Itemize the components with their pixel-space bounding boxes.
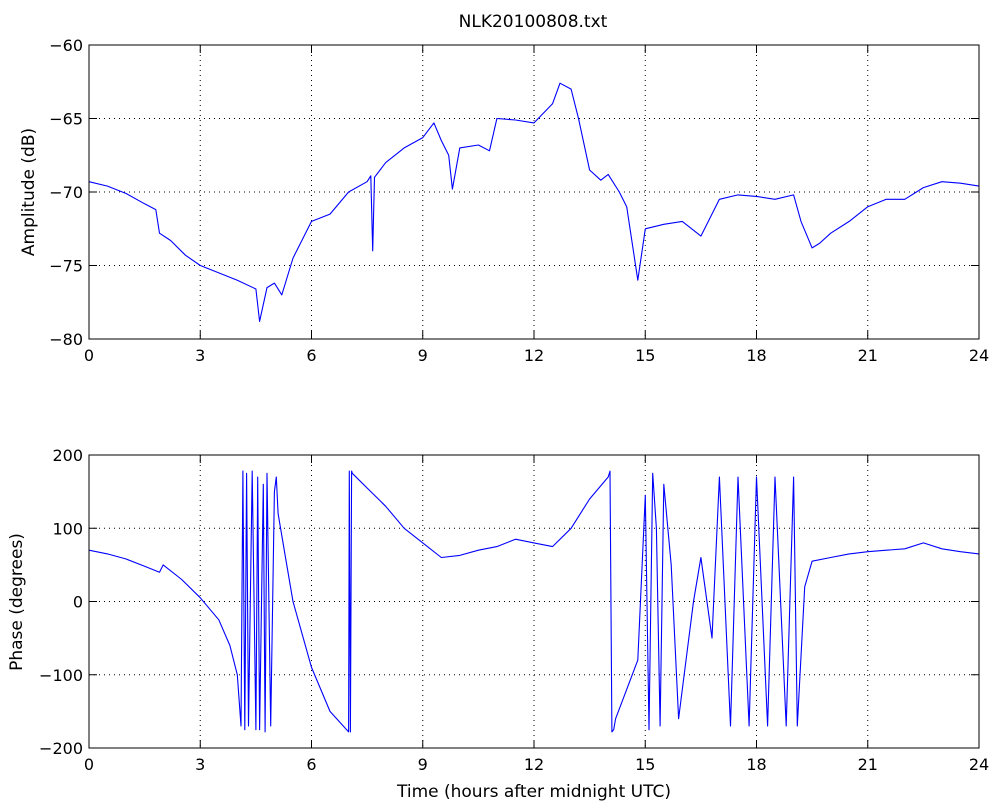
amplitude-y-axis-label: Amplitude (dB) (19, 128, 39, 256)
phase-y-tick-label: −100 (39, 666, 83, 685)
phase-x-tick-label: 15 (635, 755, 655, 774)
amplitude-axes-frame (88, 44, 980, 340)
phase-x-tick-label: 9 (418, 755, 428, 774)
amplitude-x-tick-label: 21 (858, 346, 878, 365)
phase-axes-frame (88, 454, 980, 749)
amplitude-y-tick-label: −60 (49, 36, 83, 55)
amplitude-x-tick-label: 15 (635, 346, 655, 365)
amplitude-panel: NLK20100808.txt Amplitude (dB) 0 3 6 9 12 15 1… (19, 12, 989, 365)
phase-y-tick-label: 100 (52, 519, 83, 538)
phase-grid (89, 455, 979, 748)
phase-y-tick-label: 200 (52, 446, 83, 465)
amplitude-series-line (88, 82, 980, 322)
amplitude-y-tick-label: −80 (49, 330, 83, 349)
amplitude-grid (89, 45, 979, 339)
phase-panel: Phase (degrees) Time (hours after midnig… (7, 446, 989, 802)
amplitude-x-tick-label: 18 (746, 346, 766, 365)
amplitude-x-tick-label: 9 (418, 346, 428, 365)
phase-x-tick-label: 24 (969, 755, 989, 774)
amplitude-y-tick-label: −75 (49, 257, 83, 276)
phase-x-tick-label: 21 (858, 755, 878, 774)
amplitude-y-tick-label: −70 (49, 183, 83, 202)
phase-x-tick-label: 6 (306, 755, 316, 774)
phase-y-axis-label: Phase (degrees) (7, 533, 27, 671)
phase-x-axis-label: Time (hours after midnight UTC) (396, 782, 671, 802)
amplitude-x-tick-label: 24 (969, 346, 989, 365)
phase-ticks: 0 3 6 9 12 15 18 21 24 −200 −100 0 100 200 (39, 446, 989, 774)
phase-series-line (88, 470, 980, 733)
phase-y-tick-label: −200 (39, 739, 83, 758)
phase-y-tick-label: 0 (73, 593, 83, 612)
phase-x-tick-label: 12 (524, 755, 544, 774)
amplitude-x-tick-label: 0 (84, 346, 94, 365)
chart-title: NLK20100808.txt (459, 12, 608, 32)
phase-x-tick-label: 3 (195, 755, 205, 774)
amplitude-y-tick-label: −65 (49, 110, 83, 129)
amplitude-x-tick-label: 6 (306, 346, 316, 365)
phase-x-tick-label: 0 (84, 755, 94, 774)
amplitude-ticks: 0 3 6 9 12 15 18 21 24 −80 −75 −70 −65 −60 (49, 36, 989, 365)
phase-x-tick-label: 18 (746, 755, 766, 774)
amplitude-x-tick-label: 3 (195, 346, 205, 365)
amplitude-x-tick-label: 12 (524, 346, 544, 365)
